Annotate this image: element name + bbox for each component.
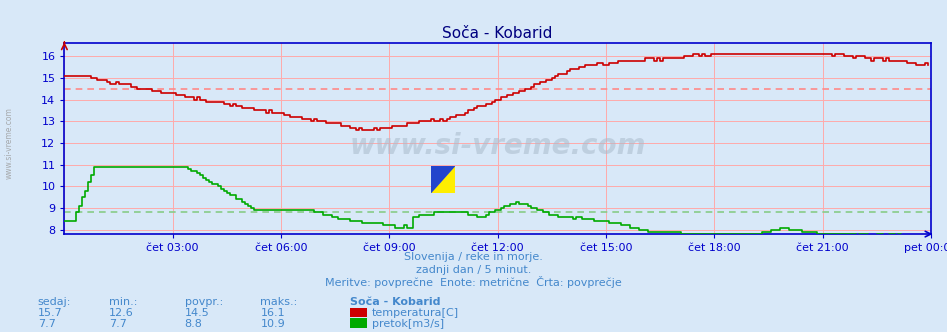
Text: temperatura[C]: temperatura[C] <box>372 308 459 318</box>
Polygon shape <box>431 166 455 193</box>
Text: 15.7: 15.7 <box>38 308 63 318</box>
Text: 12.6: 12.6 <box>109 308 134 318</box>
Text: povpr.:: povpr.: <box>185 297 223 307</box>
Polygon shape <box>431 166 455 193</box>
Text: pretok[m3/s]: pretok[m3/s] <box>372 319 444 329</box>
Text: maks.:: maks.: <box>260 297 297 307</box>
Text: Meritve: povprečne  Enote: metrične  Črta: povprečje: Meritve: povprečne Enote: metrične Črta:… <box>325 276 622 288</box>
Text: Slovenija / reke in morje.: Slovenija / reke in morje. <box>404 252 543 262</box>
Text: www.si-vreme.com: www.si-vreme.com <box>349 132 646 160</box>
Text: 16.1: 16.1 <box>260 308 285 318</box>
Text: 10.9: 10.9 <box>260 319 285 329</box>
Text: sedaj:: sedaj: <box>38 297 71 307</box>
Text: 7.7: 7.7 <box>109 319 127 329</box>
Title: Soča - Kobarid: Soča - Kobarid <box>442 26 553 41</box>
Text: min.:: min.: <box>109 297 137 307</box>
Text: 8.8: 8.8 <box>185 319 203 329</box>
Text: 14.5: 14.5 <box>185 308 209 318</box>
Text: zadnji dan / 5 minut.: zadnji dan / 5 minut. <box>416 265 531 275</box>
Text: 7.7: 7.7 <box>38 319 56 329</box>
Text: Soča - Kobarid: Soča - Kobarid <box>350 297 441 307</box>
Text: www.si-vreme.com: www.si-vreme.com <box>5 107 14 179</box>
